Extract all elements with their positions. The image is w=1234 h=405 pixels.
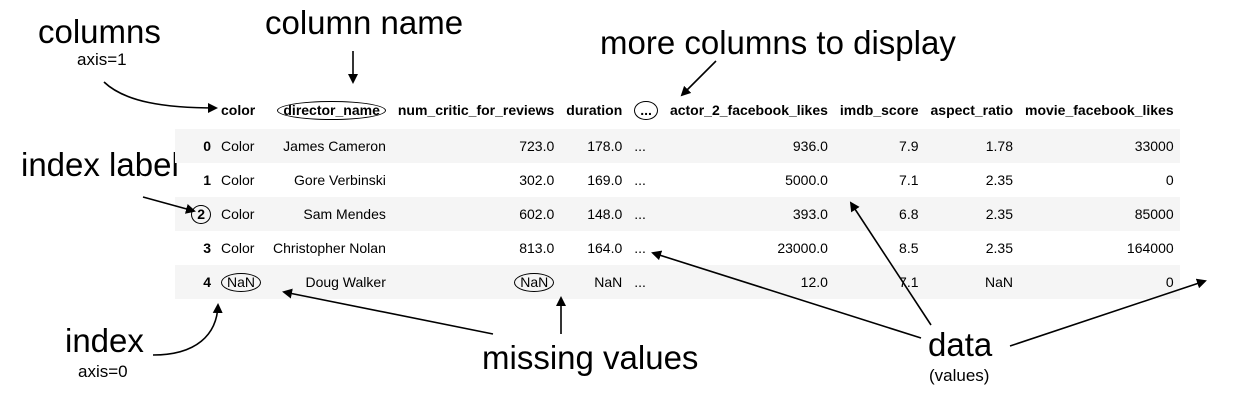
index-label: index <box>65 322 144 359</box>
circled-missing-value: NaN <box>221 272 262 292</box>
circled-column-name: director_name <box>277 100 386 120</box>
table-row: 2 Color Sam Mendes 602.0 148.0 ... 393.0… <box>175 197 1180 231</box>
missing-values-label: missing values <box>482 339 699 376</box>
cell-color: Color <box>221 172 255 188</box>
table-row: 4 NaN Doug Walker NaN NaN ... 12.0 7.1 N… <box>175 265 1180 299</box>
column-header-duration: duration <box>566 102 623 118</box>
cell-ellipsis: ... <box>634 206 646 222</box>
more-columns-label: more columns to display <box>600 24 956 61</box>
cell-director-name: Christopher Nolan <box>273 240 386 256</box>
column-header-movie-likes: movie_facebook_likes <box>1025 102 1174 118</box>
table-row: 3 Color Christopher Nolan 813.0 164.0 ..… <box>175 231 1180 265</box>
cell-imdb-score: 8.5 <box>899 240 919 256</box>
dataframe-table: color director_name num_critic_for_revie… <box>175 91 1180 299</box>
cell-num-critic: 602.0 <box>519 206 555 222</box>
column-header-ellipsis: ... <box>628 91 664 129</box>
cell-imdb-score: 7.1 <box>899 172 919 188</box>
cell-ellipsis: ... <box>634 240 646 256</box>
column-name-label: column name <box>265 4 464 41</box>
cell-director-name: Doug Walker <box>305 274 386 290</box>
columns-label: columns <box>38 13 161 50</box>
cell-color: Color <box>221 240 255 256</box>
cell-aspect-ratio: 1.78 <box>985 138 1013 154</box>
cell-num-critic: 813.0 <box>519 240 555 256</box>
row-index: 0 <box>203 138 211 154</box>
row-index: 2 <box>175 197 215 231</box>
cell-ellipsis: ... <box>634 138 646 154</box>
column-header-actor-2-likes: actor_2_facebook_likes <box>669 102 828 118</box>
circled-ellipsis: ... <box>634 100 658 120</box>
cell-num-critic: 723.0 <box>519 138 555 154</box>
table-row: 0 Color James Cameron 723.0 178.0 ... 93… <box>175 129 1180 163</box>
cell-ellipsis: ... <box>634 274 646 290</box>
row-index: 4 <box>203 274 211 290</box>
cell-director-name: James Cameron <box>283 138 386 154</box>
cell-ellipsis: ... <box>634 172 646 188</box>
cell-color: Color <box>221 206 255 222</box>
column-header-color: color <box>221 102 256 118</box>
column-header-director-name: director_name <box>267 91 392 129</box>
cell-duration: NaN <box>594 274 623 290</box>
cell-actor-2-likes: 12.0 <box>800 274 828 290</box>
data-values-label: (values) <box>929 366 990 385</box>
cell-movie-likes: 0 <box>1165 172 1174 188</box>
columns-axis-label: axis=1 <box>77 50 127 69</box>
data-label: data <box>928 326 993 363</box>
column-header-imdb-score: imdb_score <box>839 102 919 118</box>
index-axis-label: axis=0 <box>78 362 128 381</box>
cell-imdb-score: 6.8 <box>899 206 919 222</box>
cell-director-name: Sam Mendes <box>303 206 386 222</box>
row-index: 3 <box>203 240 211 256</box>
more-columns-arrow <box>680 60 717 97</box>
index-label-label: index label <box>21 146 179 183</box>
cell-actor-2-likes: 5000.0 <box>785 172 828 188</box>
cell-num-critic: 302.0 <box>519 172 555 188</box>
cell-director-name: Gore Verbinski <box>294 172 386 188</box>
column-header-num-critic: num_critic_for_reviews <box>397 102 555 118</box>
circled-index-label: 2 <box>191 204 211 224</box>
cell-movie-likes: 0 <box>1165 274 1174 290</box>
cell-duration: 169.0 <box>587 172 623 188</box>
cell-duration: 164.0 <box>587 240 623 256</box>
cell-duration: 148.0 <box>587 206 623 222</box>
header-row: color director_name num_critic_for_revie… <box>175 91 1180 129</box>
table-row: 1 Color Gore Verbinski 302.0 169.0 ... 5… <box>175 163 1180 197</box>
cell-imdb-score: 7.9 <box>899 138 919 154</box>
cell-actor-2-likes: 23000.0 <box>777 240 828 256</box>
cell-aspect-ratio: 2.35 <box>985 240 1013 256</box>
column-header-aspect-ratio: aspect_ratio <box>930 102 1013 118</box>
cell-actor-2-likes: 936.0 <box>792 138 828 154</box>
cell-imdb-score: 7.1 <box>899 274 919 290</box>
cell-aspect-ratio: 2.35 <box>985 172 1013 188</box>
cell-color: Color <box>221 138 255 154</box>
cell-movie-likes: 33000 <box>1134 138 1174 154</box>
cell-color: NaN <box>215 265 267 299</box>
cell-actor-2-likes: 393.0 <box>792 206 828 222</box>
row-index: 1 <box>203 172 211 188</box>
cell-aspect-ratio: NaN <box>984 274 1013 290</box>
cell-movie-likes: 164000 <box>1126 240 1174 256</box>
cell-num-critic: NaN <box>392 265 560 299</box>
index-arrow <box>152 303 223 356</box>
index-header-cell <box>175 91 215 129</box>
cell-movie-likes: 85000 <box>1134 206 1174 222</box>
cell-duration: 178.0 <box>587 138 623 154</box>
cell-aspect-ratio: 2.35 <box>985 206 1013 222</box>
circled-missing-value: NaN <box>514 272 555 292</box>
